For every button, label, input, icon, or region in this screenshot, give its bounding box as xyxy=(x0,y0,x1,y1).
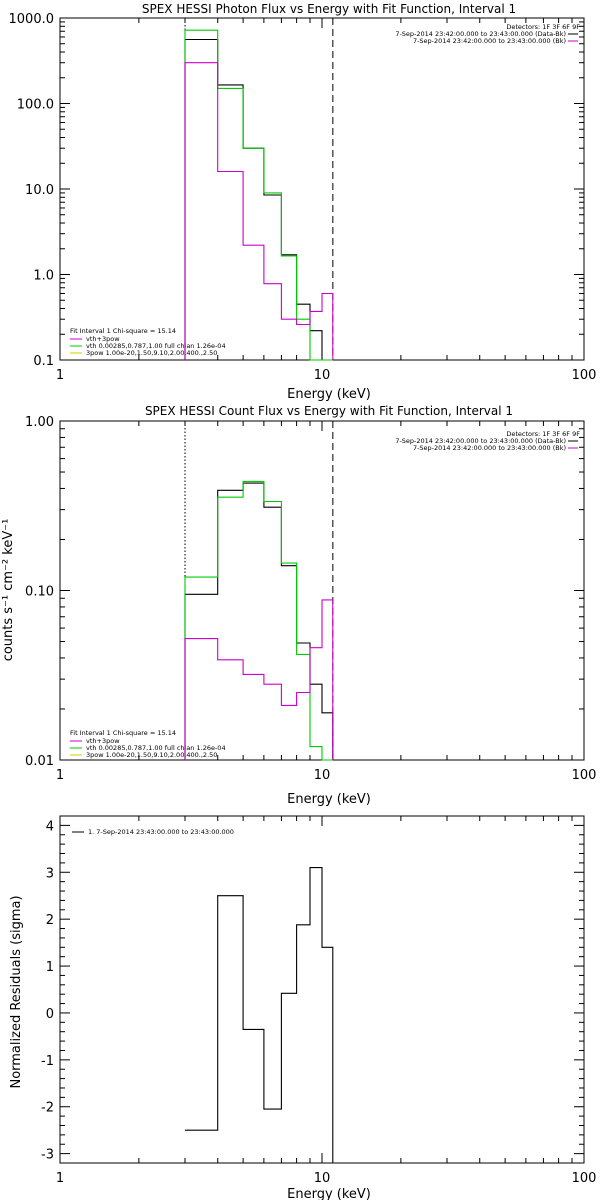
residuals-panel: Energy (keV) Normalized Residuals (sigma… xyxy=(9,828,371,1200)
count-flux-fit-entry-1: vth+3pow xyxy=(86,737,120,745)
count-flux-fit-entry-2: vth 0.00285,0.787,1.00 full chian 1.26e-… xyxy=(86,744,226,752)
count-flux-series-3 xyxy=(184,599,334,760)
count-flux-y-tick-label: 0.01 xyxy=(25,754,54,769)
residuals-y-tick-label: 3 xyxy=(46,866,54,881)
residuals-y-tick-label: -2 xyxy=(41,1101,54,1116)
count-flux-ylabel: counts s⁻¹ cm⁻² keV⁻¹ xyxy=(1,519,16,662)
photon-flux-y-tick-label: 1000.0 xyxy=(9,12,55,27)
residuals-legend-entry: 1. 7-Sep-2014 23:43:00.000 to 23:43:00.0… xyxy=(88,828,234,836)
count-flux-series-2 xyxy=(184,480,333,761)
residuals-y-tick-label: -1 xyxy=(41,1054,54,1069)
photon-flux-y-tick-label: 10.0 xyxy=(25,183,54,198)
photon-flux-y-tick-label: 0.1 xyxy=(33,354,54,369)
residuals-y-tick-label: -3 xyxy=(41,1148,54,1163)
count-flux-fit-entry-3: 3pow 1.00e-20,1.50,9.10,2.00,400.,2.50 xyxy=(86,751,217,759)
count-flux-x-tick-label: 1 xyxy=(56,768,64,783)
count-flux-legend-title: Detectors: 1F 3F 6F 9F xyxy=(506,430,580,438)
residuals-x-tick-label: 1 xyxy=(56,1171,64,1186)
residuals-y-tick-label: 1 xyxy=(46,960,54,975)
photon-flux-fit-entry-3: 3pow 1.00e-20,1.50,9.10,2.00,400.,2.50 xyxy=(86,349,217,357)
count-flux-legend-entry-2: 7-Sep-2014 23:42:00.000 to 23:43:00.000 … xyxy=(413,444,566,452)
photon-flux-legend-entry-1: 7-Sep-2014 23:42:00.000 to 23:43:00.000 … xyxy=(395,30,566,38)
photon-flux-series-3 xyxy=(184,62,334,360)
residuals-y-tick-label: 2 xyxy=(46,913,54,928)
residuals-xlabel: Energy (keV) xyxy=(287,1187,371,1200)
photon-flux-legend-entry-2: 7-Sep-2014 23:42:00.000 to 23:43:00.000 … xyxy=(413,37,566,45)
count-flux-y-tick-label: 0.10 xyxy=(25,585,54,600)
count-flux-x-tick-label: 100 xyxy=(572,768,597,783)
photon-flux-series-2 xyxy=(184,29,333,361)
photon-flux-y-tick-label: 100.0 xyxy=(17,98,54,113)
photon-flux-title: SPEX HESSI Photon Flux vs Energy with Fi… xyxy=(142,2,516,16)
count-flux-fit-title: Fit Interval 1 Chi-square = 15.14 xyxy=(70,729,176,737)
photon-flux-fit-entry-2: vth 0.00285,0.787,1.00 full chian 1.26e-… xyxy=(86,342,226,350)
count-flux-panel: SPEX HESSI Count Flux vs Energy with Fit… xyxy=(1,404,580,807)
photon-flux-x-tick-label: 100 xyxy=(572,368,597,383)
residuals-y-tick-label: 4 xyxy=(46,819,54,834)
photon-flux-xlabel: Energy (keV) xyxy=(287,387,371,402)
photon-flux-x-tick-label: 10 xyxy=(314,368,331,383)
count-flux-y-tick-label: 1.00 xyxy=(25,415,54,430)
residuals-x-tick-label: 10 xyxy=(314,1171,331,1186)
count-flux-x-tick-label: 10 xyxy=(314,768,331,783)
residuals-y-tick-label: 0 xyxy=(46,1007,54,1022)
residuals-ylabel: Normalized Residuals (sigma) xyxy=(9,895,24,1088)
residuals-x-tick-label: 100 xyxy=(572,1171,597,1186)
photon-flux-fit-title: Fit Interval 1 Chi-square = 15.14 xyxy=(70,327,176,335)
count-flux-title: SPEX HESSI Count Flux vs Energy with Fit… xyxy=(145,404,513,418)
photon-flux-y-tick-label: 1.0 xyxy=(33,269,54,284)
photon-flux-x-tick-label: 1 xyxy=(56,368,64,383)
photon-flux-fit-entry-1: vth+3pow xyxy=(86,335,120,343)
residuals-series-1 xyxy=(185,867,334,1163)
count-flux-legend-entry-1: 7-Sep-2014 23:42:00.000 to 23:43:00.000 … xyxy=(395,437,566,445)
photon-flux-panel: SPEX HESSI Photon Flux vs Energy with Fi… xyxy=(70,2,580,402)
photon-flux-legend-title: Detectors: 1F 3F 6F 9F xyxy=(506,23,580,31)
count-flux-xlabel: Energy (keV) xyxy=(287,792,371,807)
